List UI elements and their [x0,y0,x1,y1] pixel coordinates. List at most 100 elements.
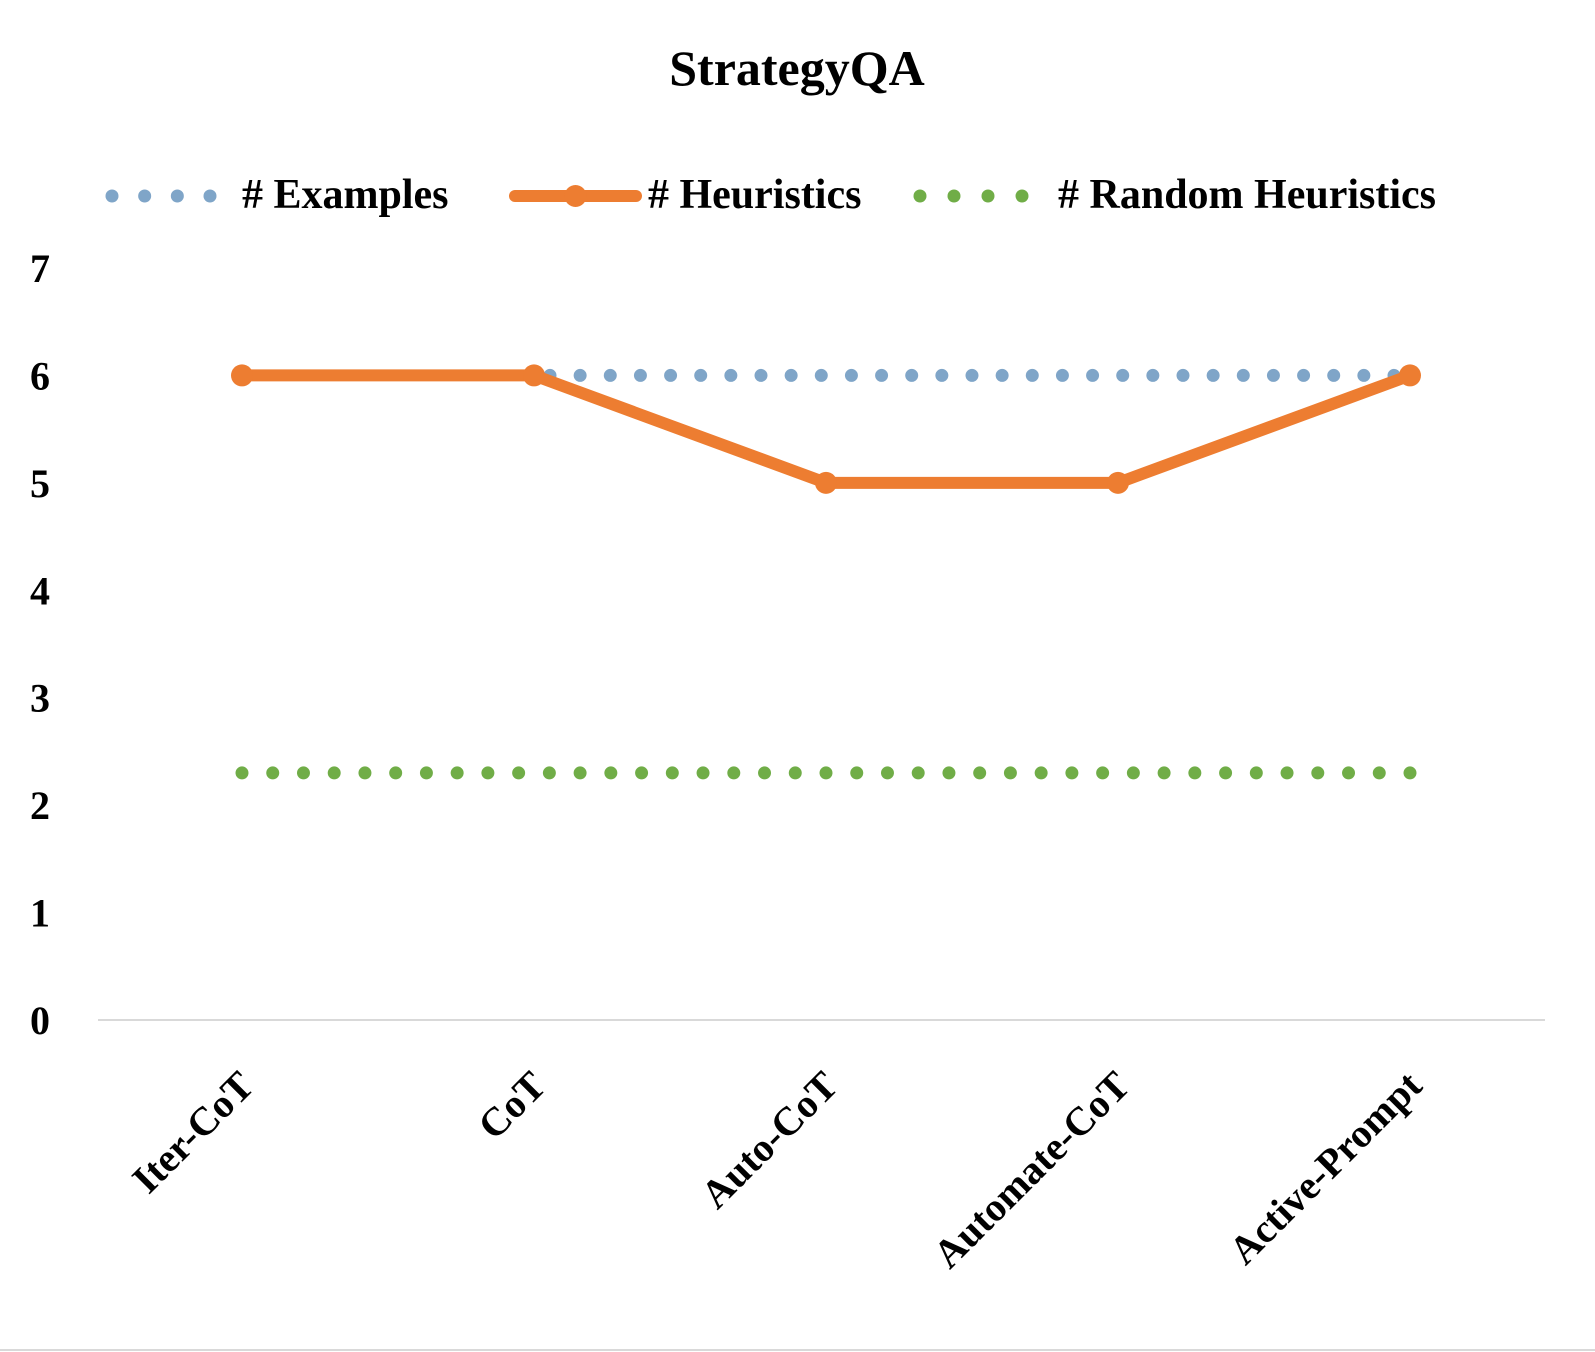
legend-item-random-heuristics: # Random Heuristics [913,172,1436,218]
series-line-random-heuristics [235,766,1417,780]
legend-item-examples: # Examples [105,172,449,218]
series-dot [389,766,403,780]
series-dot [1357,368,1371,382]
series-dot [481,766,495,780]
legend-marker [564,185,587,207]
series-dot [965,368,979,382]
legend-label-random-heuristics: # Random Heuristics [1058,172,1436,218]
x-tick-label: CoT [469,1062,554,1147]
legend-label-heuristics: # Heuristics [648,172,861,218]
series-dot [1157,766,1171,780]
series-dot [1206,368,1220,382]
x-axis-ticks: Iter-CoT CoT Auto-CoT Automate-CoT Active-Pr… [123,1062,1431,1277]
x-tick-label: Iter-CoT [123,1062,262,1201]
series-dot [358,766,372,780]
series-dot [696,766,710,780]
series-dot [727,766,741,780]
series-dot [1034,766,1048,780]
series-dot [1266,368,1280,382]
series-dot [1327,368,1341,382]
series-dot [1025,368,1039,382]
data-point-heuristics [523,364,545,387]
series-dot [1403,766,1417,780]
series-dot [935,368,949,382]
data-point-heuristics [1107,471,1129,494]
series-dot [1236,368,1250,382]
series-dot [905,368,919,382]
chart-title: StrategyQA [669,40,925,96]
series-dot [814,368,828,382]
data-point-heuristics [1399,364,1421,387]
series-dot [665,766,679,780]
series-dot [1116,368,1130,382]
series-examples [543,368,1401,382]
series-dot [573,368,587,382]
series-dot [1372,766,1386,780]
series-dot [1096,766,1110,780]
series-dot [327,766,341,780]
series-dot [603,368,617,382]
series-dot [788,766,802,780]
series-dot [694,368,708,382]
series-dot [1126,766,1140,780]
series-dot [819,766,833,780]
series-dot [1297,368,1311,382]
series-heuristics [231,364,1421,494]
y-tick-label: 6 [30,353,50,398]
series-dot [664,368,678,382]
series-dot [973,766,987,780]
y-tick-label: 3 [30,676,50,721]
series-dot [1280,766,1294,780]
series-dot [875,368,889,382]
series-dot [1342,766,1356,780]
legend-dot [981,189,995,203]
series-dot [1146,368,1160,382]
y-tick-label: 4 [30,568,50,613]
y-tick-label: 7 [30,246,50,291]
x-tick-label: Automate-CoT [924,1062,1138,1276]
series-dot [1176,368,1190,382]
series-dot [1188,766,1202,780]
series-dot [1065,766,1079,780]
legend-dot [1015,189,1029,203]
legend: # Examples # Heuristics # Random Heurist… [105,172,1436,218]
series-dot [296,766,310,780]
series-dot [1249,766,1263,780]
series-dot [850,766,864,780]
series-dot [633,368,647,382]
legend-dot [138,189,152,203]
y-tick-label: 1 [30,891,50,936]
legend-dot [203,189,217,203]
series-dot [1311,766,1325,780]
series-random-heuristics [235,766,1417,780]
series-dot [880,766,894,780]
series-dot [784,368,798,382]
series-dot [512,766,526,780]
legend-dot [947,189,961,203]
series-dot [1003,766,1017,780]
data-point-heuristics [815,471,837,494]
series-dot [542,766,556,780]
legend-symbol-random-heuristics [913,189,1029,203]
series-dot [450,766,464,780]
legend-symbol-examples [105,189,217,203]
series-dot [1219,766,1233,780]
data-point-heuristics [231,364,253,387]
series-line-heuristics [236,369,1416,489]
series-dot [995,368,1009,382]
legend-item-heuristics: # Heuristics [509,172,861,218]
series-dot [604,766,618,780]
y-tick-label: 0 [30,998,50,1043]
legend-symbol-heuristics [509,185,642,207]
series-dot [573,766,587,780]
y-tick-label: 2 [30,783,50,828]
series-dot [942,766,956,780]
series-line-examples [543,368,1401,382]
series-dot [266,766,280,780]
legend-dot [913,189,927,203]
series-dot [911,766,925,780]
series-dot [635,766,649,780]
series-dot [758,766,772,780]
series-layer [231,364,1421,780]
